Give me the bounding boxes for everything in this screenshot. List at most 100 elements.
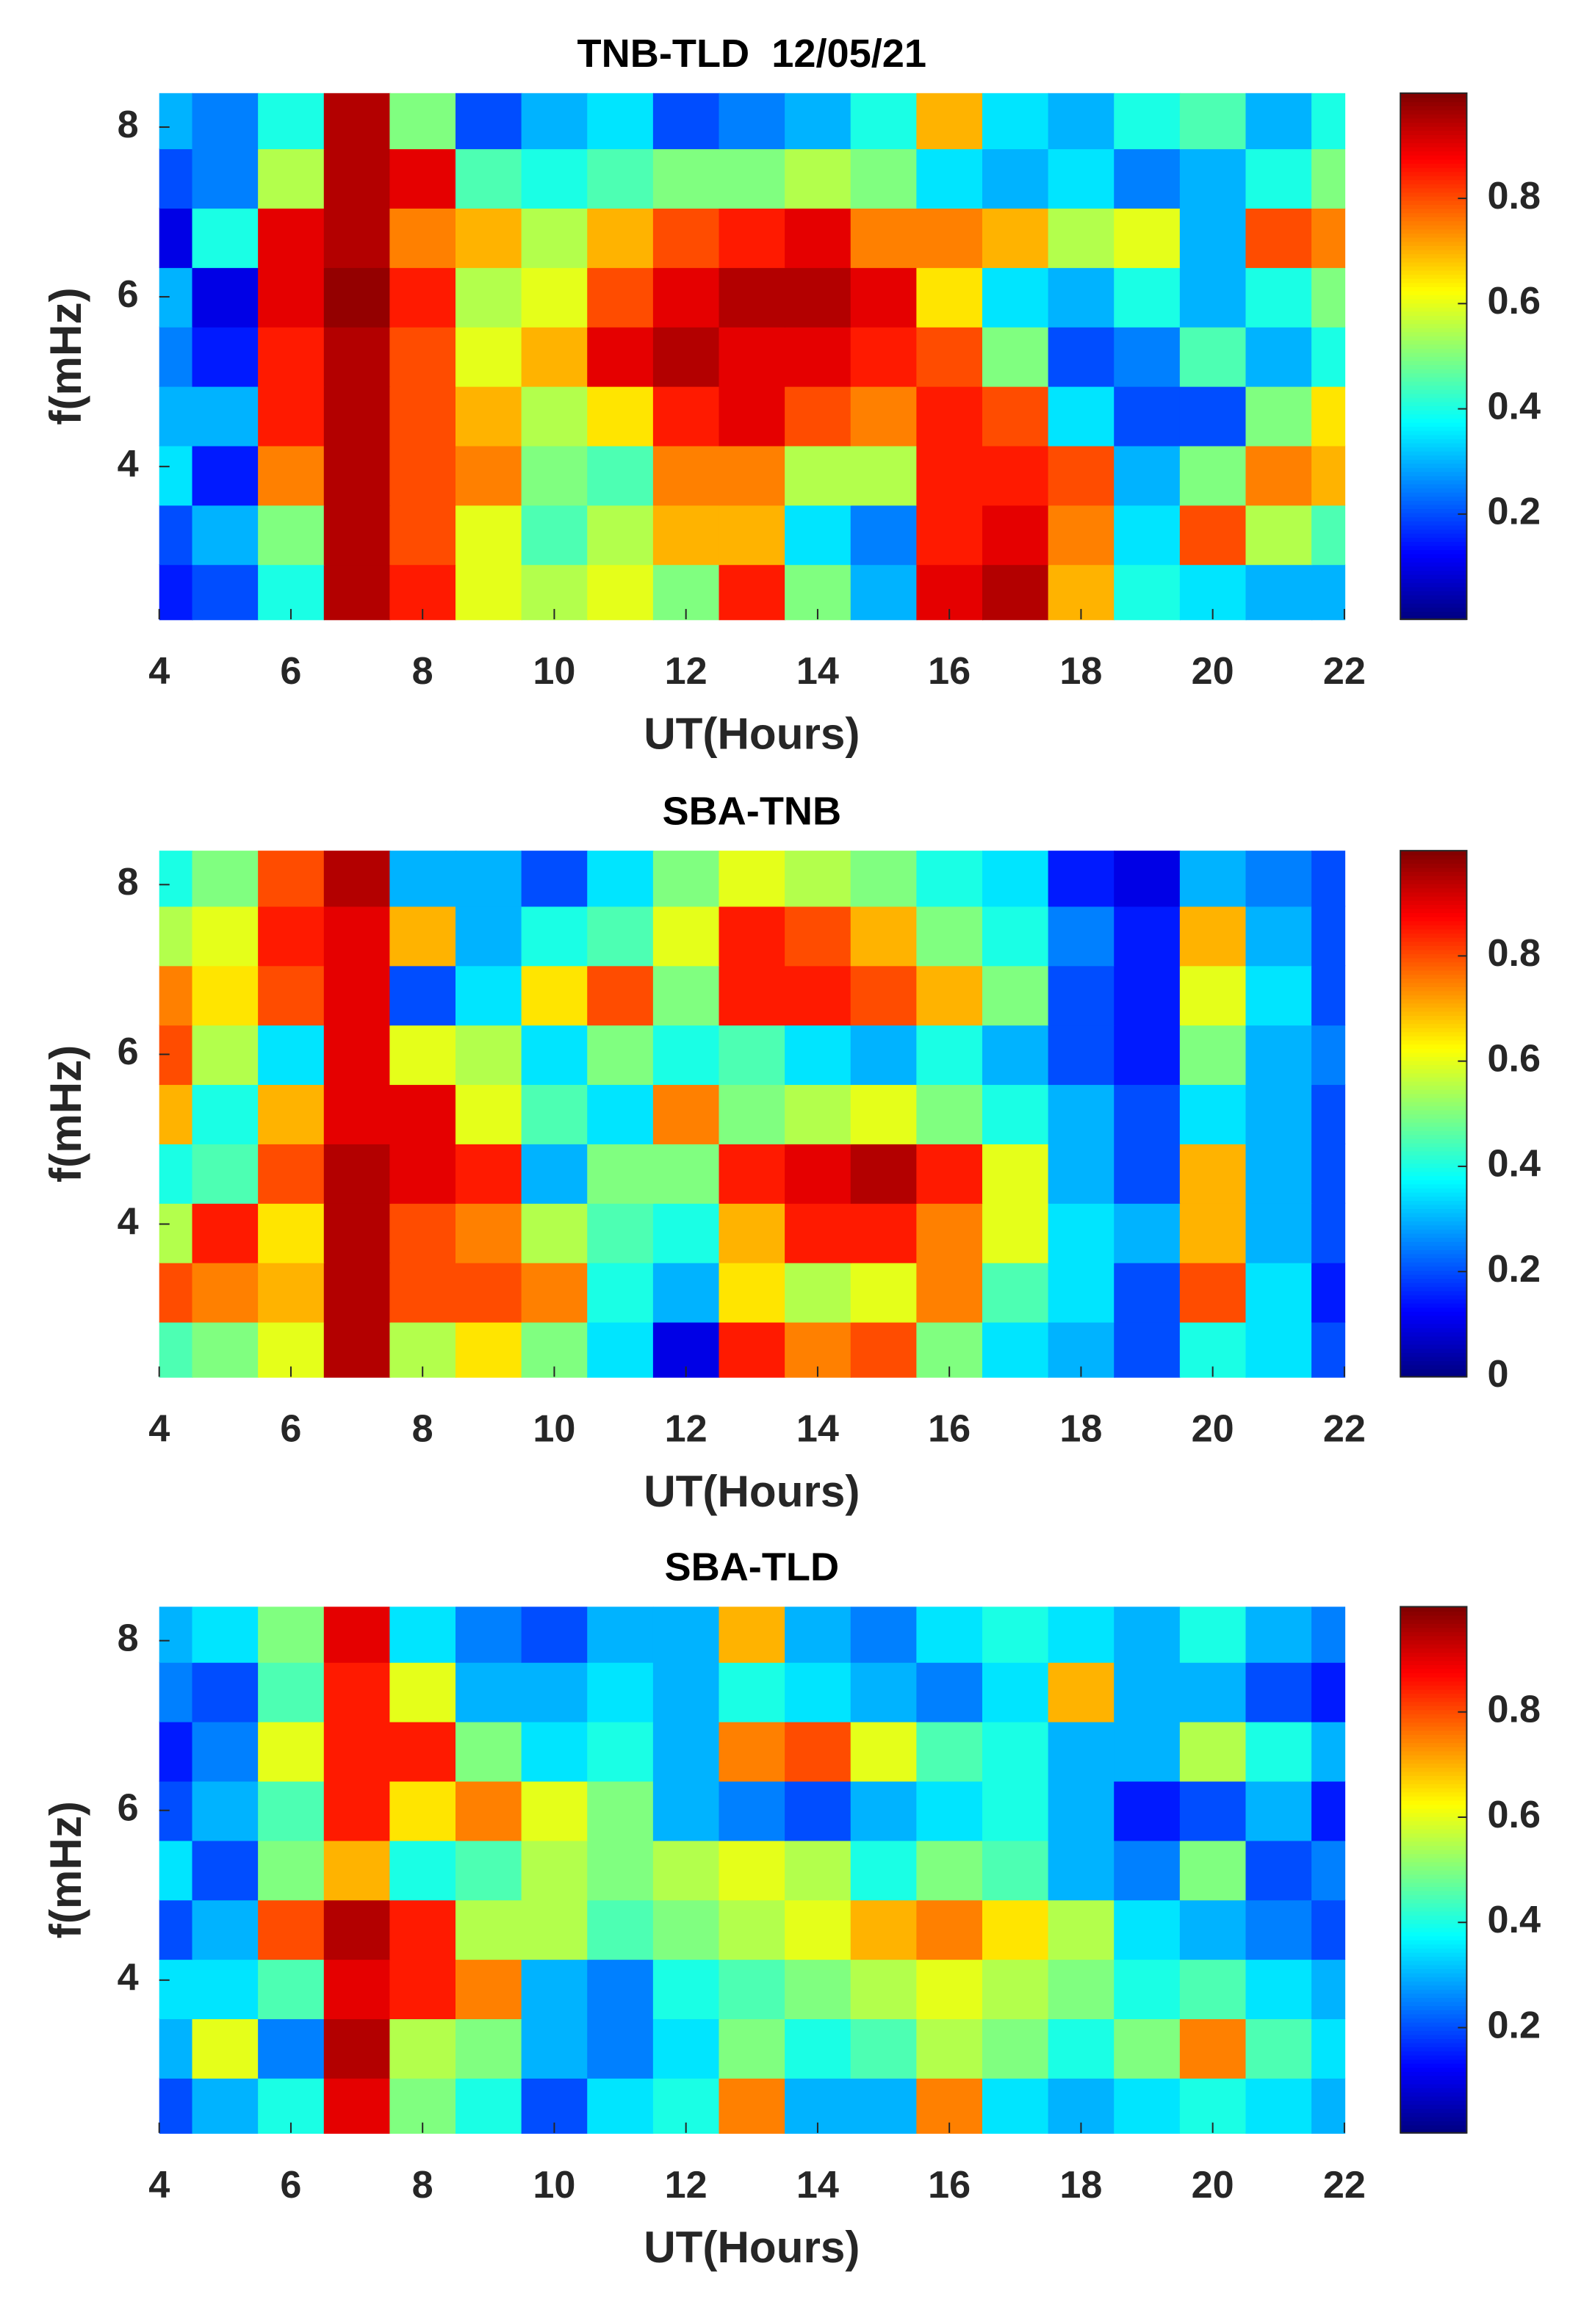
colorbar-step — [1400, 126, 1467, 131]
colorbar-step — [1400, 434, 1467, 439]
colorbar-step — [1400, 1269, 1467, 1275]
heat-cell — [1048, 906, 1115, 967]
colorbar-step — [1400, 1635, 1467, 1641]
heat-cell — [455, 267, 522, 328]
heat-cell — [1114, 1143, 1181, 1204]
heat-cell — [916, 1899, 984, 1960]
heat-cell — [159, 326, 193, 387]
x-tick-label: 22 — [1323, 650, 1366, 693]
colorbar-step — [1400, 1117, 1467, 1123]
colorbar-step — [1400, 1274, 1467, 1280]
heat-cell — [1179, 1721, 1247, 1782]
heat-cell — [389, 1083, 457, 1144]
heat-cell — [389, 965, 457, 1026]
heat-cell — [323, 851, 391, 907]
colorbar-step — [1400, 1898, 1467, 1904]
colorbar-step — [1400, 438, 1467, 444]
colorbar-step — [1400, 533, 1467, 538]
colorbar-step — [1400, 912, 1467, 917]
heat-cell — [258, 2018, 325, 2079]
colorbar-step — [1400, 1874, 1467, 1879]
heat-cell — [587, 1083, 655, 1144]
colorbar-tick-label: 0.4 — [1488, 1143, 1541, 1186]
colorbar-step — [1400, 561, 1467, 567]
heat-cell — [389, 2018, 457, 2079]
heat-cell — [323, 207, 391, 268]
heat-cell — [1179, 1780, 1247, 1841]
heat-cell — [159, 1262, 193, 1323]
heat-cell — [982, 207, 1049, 268]
colorbar-tick-label: 0.8 — [1488, 932, 1541, 975]
colorbar-step — [1400, 1857, 1467, 1863]
heat-cell — [455, 965, 522, 1026]
x-tick-label: 14 — [796, 650, 839, 693]
heat-cell — [587, 965, 655, 1026]
colorbar-step — [1400, 167, 1467, 173]
heat-cell — [916, 445, 984, 506]
colorbar-step — [1400, 311, 1467, 317]
colorbar-step — [1400, 578, 1467, 583]
colorbar-step — [1400, 900, 1467, 905]
y-tick-label: 8 — [118, 104, 139, 146]
colorbar-tick-label: 0.8 — [1488, 175, 1541, 217]
heat-cell — [982, 1661, 1049, 1722]
heat-cell — [1048, 1958, 1115, 2020]
colorbar-step — [1400, 265, 1467, 271]
colorbar-step — [1400, 924, 1467, 930]
colorbar-step — [1400, 315, 1467, 320]
colorbar-step — [1400, 2083, 1467, 2089]
heat-cell — [719, 1083, 786, 1144]
heat-cell — [652, 1024, 720, 1086]
heat-cell — [192, 445, 259, 506]
heat-cell — [1114, 1721, 1181, 1782]
colorbar-step — [1400, 1960, 1467, 1966]
heat-cell — [785, 1899, 851, 1960]
heat-cell — [587, 851, 655, 907]
heat-cell — [652, 386, 720, 447]
heat-cell — [652, 1262, 720, 1323]
heat-cell — [719, 93, 786, 150]
heat-cell — [389, 326, 457, 387]
heat-cell — [719, 1780, 786, 1841]
colorbar-step — [1400, 1011, 1467, 1016]
x-axis-label: UT(Hours) — [644, 1467, 860, 1516]
heat-cell — [982, 851, 1049, 907]
heat-cell — [159, 1899, 193, 1960]
heat-cell — [521, 1083, 588, 1144]
colorbar-step — [1400, 1977, 1467, 1982]
heat-cell — [719, 1606, 786, 1663]
heat-cell — [587, 1780, 655, 1841]
heat-cell — [521, 1721, 588, 1782]
colorbar-step — [1400, 529, 1467, 534]
x-tick-label: 18 — [1059, 1407, 1102, 1450]
heat-cell — [587, 1958, 655, 2020]
heat-cell — [850, 326, 918, 387]
colorbar-step — [1400, 1619, 1467, 1624]
heat-cell — [982, 1083, 1049, 1144]
heat-cell — [785, 1721, 851, 1782]
heat-cell — [850, 1661, 918, 1722]
heat-cell — [587, 1661, 655, 1722]
colorbar-step — [1400, 1828, 1467, 1834]
heat-cell — [916, 1024, 984, 1086]
colorbar-step — [1400, 582, 1467, 588]
y-tick-label: 6 — [118, 273, 139, 316]
heat-cell — [587, 1024, 655, 1086]
colorbar-step — [1400, 2063, 1467, 2068]
y-tick-label: 6 — [118, 1787, 139, 1830]
colorbar-step — [1400, 1130, 1467, 1136]
heat-cell — [455, 1840, 522, 1901]
heat-cell — [850, 965, 918, 1026]
colorbar-step — [1400, 1993, 1467, 1999]
heat-cell — [916, 505, 984, 566]
heat-cell — [192, 2077, 259, 2134]
heat-cell — [159, 1143, 193, 1204]
y-tick-label: 8 — [118, 1617, 139, 1659]
colorbar-step — [1400, 2129, 1467, 2134]
heat-cell — [455, 148, 522, 209]
colorbar-step — [1400, 306, 1467, 312]
colorbar-step — [1400, 1278, 1467, 1283]
x-tick-label: 4 — [148, 2164, 170, 2206]
heat-cell — [455, 1661, 522, 1722]
